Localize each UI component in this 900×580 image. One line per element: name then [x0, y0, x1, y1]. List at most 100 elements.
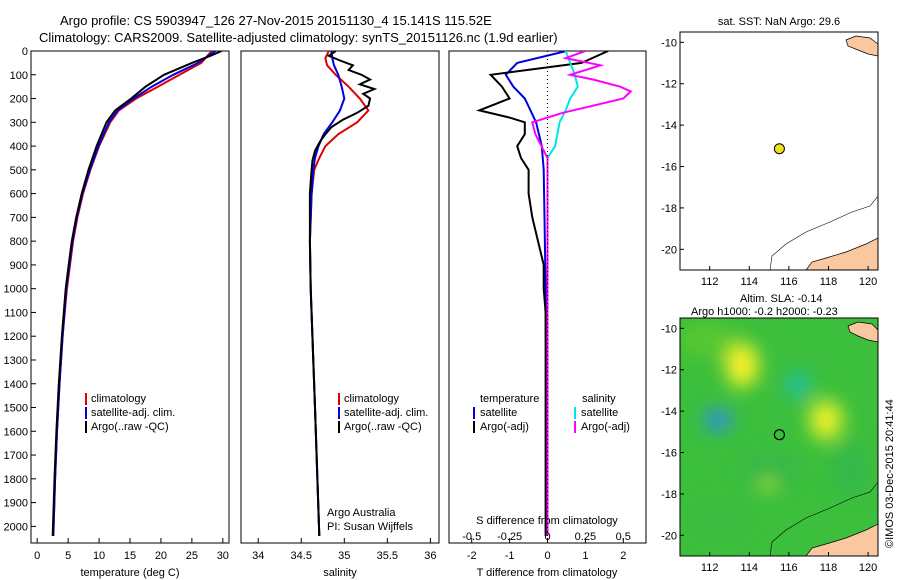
land-pilbara-sla [805, 523, 878, 556]
x-tick-label: 36 [424, 550, 436, 562]
difference-x-axis-label: T difference from climatology [477, 567, 618, 579]
argo-float-position-sst [773, 143, 785, 155]
y-tick-label: 500 [10, 165, 28, 177]
y-tick-label: 1100 [4, 307, 28, 319]
y-tick-label: 400 [10, 141, 28, 153]
sst-map: sat. SST: NaN Argo: 29.6 [679, 16, 879, 271]
difference-legend-temperature-satellite: satellite [480, 407, 517, 419]
imos-credit: ©IMOS 03-Dec-2015 20:41:44 [884, 399, 896, 548]
figure-title-line-2: Climatology: CARS2009. Satellite-adjuste… [39, 30, 558, 45]
temperature-legend-climatology: climatology [91, 393, 147, 405]
y-tick-label: 1500 [4, 403, 28, 415]
salinity-annotation-line-2: PI: Susan Wijffels [327, 521, 413, 533]
x-tick-label: -1 [505, 550, 515, 562]
map-x-tick-label: 118 [820, 276, 838, 288]
map-y-tick-label: -16 [661, 448, 677, 460]
s-tick-label: 0 [544, 531, 550, 543]
difference-legend: temperature satellite Argo(-adj) salinit… [473, 393, 630, 433]
map-x-tick-label: 120 [859, 276, 877, 288]
y-tick-label: 300 [10, 117, 28, 129]
s-tick-label: -0.25 [497, 531, 522, 543]
x-tick-label: 25 [186, 550, 198, 562]
land-kimberley-sla [847, 321, 878, 343]
x-tick-label: 10 [93, 550, 105, 562]
map-y-tick-label: -14 [661, 406, 677, 418]
sst-map-title: sat. SST: NaN Argo: 29.6 [718, 16, 840, 28]
series-line-satellite-adj-clim [308, 51, 346, 536]
temperature-x-axis-label: temperature (deg C) [80, 567, 179, 579]
salinity-plot-frame [240, 50, 440, 544]
map-y-tick-label: -12 [661, 365, 677, 377]
map-y-tick-label: -20 [661, 530, 677, 542]
x-tick-label: 35.5 [377, 550, 398, 562]
series-line-climatology [52, 51, 213, 536]
s-tick-label: -0.5 [462, 531, 481, 543]
series-line-temperature-satellite [504, 51, 567, 536]
temperature-chart: 0 5 10 15 20 25 300100200300400500600700800900… [4, 46, 229, 562]
x-tick-label: 0 [34, 550, 40, 562]
x-tick-label: 15 [124, 550, 136, 562]
y-tick-label: 1700 [4, 450, 28, 462]
shelf-contour [769, 195, 878, 270]
salinity-legend-climatology: climatology [344, 393, 400, 405]
map-x-tick-label: 112 [701, 562, 719, 574]
y-tick-label: 1300 [4, 355, 28, 367]
x-tick-label: -2 [467, 550, 477, 562]
sla-map-title-line-2: Argo h1000: -0.2 h2000: -0.23 [691, 306, 838, 318]
y-tick-label: 200 [10, 94, 28, 106]
x-tick-label: 34.5 [291, 550, 312, 562]
y-tick-label: 2000 [4, 521, 28, 533]
map-y-tick-label: -12 [661, 79, 677, 91]
difference-legend-salinity-argo: Argo(-adj) [581, 421, 630, 433]
sla-map: Altim. SLA: -0.14 Argo h1000: -0.2 h2000… [679, 293, 879, 557]
salinity-chart: 34 34.5 35 35.5 36 [252, 51, 437, 562]
land-pilbara [805, 237, 878, 270]
sla-heatmap [680, 318, 878, 556]
sla-map-title-line-1: Altim. SLA: -0.14 [740, 293, 823, 305]
y-tick-label: 0 [22, 46, 28, 58]
y-tick-label: 600 [10, 189, 28, 201]
y-tick-label: 100 [10, 70, 28, 82]
y-tick-label: 800 [10, 236, 28, 248]
x-tick-label: 1 [582, 550, 588, 562]
x-tick-label: 35 [338, 550, 350, 562]
map-y-tick-label: -18 [661, 489, 677, 501]
y-tick-label: 1600 [4, 426, 28, 438]
map-y-tick-label: -10 [661, 323, 677, 335]
y-tick-label: 1400 [4, 379, 28, 391]
map-x-tick-label: 120 [859, 562, 877, 574]
salinity-legend-satellite: satellite-adj. clim. [344, 407, 428, 419]
argo-float-position-sla [773, 429, 786, 441]
temperature-plot-frame [30, 50, 230, 544]
x-tick-label: 30 [217, 550, 229, 562]
y-tick-label: 900 [10, 260, 28, 272]
difference-legend-temperature-title: temperature [480, 393, 539, 405]
salinity-legend-argo: Argo(..raw -QC) [344, 421, 422, 433]
series-line-temperature-argo-adj [475, 51, 609, 536]
map-x-tick-label: 114 [741, 276, 759, 288]
map-y-tick-label: -16 [661, 162, 677, 174]
map-y-tick-label: -18 [661, 203, 677, 215]
map-x-tick-label: 118 [820, 562, 838, 574]
difference-legend-temperature-argo: Argo(-adj) [480, 421, 529, 433]
land-kimberley [845, 35, 878, 57]
series-line-climatology [308, 51, 370, 536]
map-y-tick-label: -10 [661, 37, 677, 49]
series-line-salinity-satellite [546, 51, 579, 536]
y-tick-label: 1800 [4, 474, 28, 486]
series-line-argo-raw-qc [51, 51, 222, 536]
x-tick-label: 0 [544, 550, 550, 562]
s-difference-axis-label: S difference from climatology [476, 515, 618, 527]
map-y-tick-label: -20 [661, 244, 677, 256]
map-ticks: 112 114 116 118 120 -10 -12 -14 -16 -18 -20 112 114 1… [661, 37, 877, 574]
map-x-tick-label: 116 [780, 276, 798, 288]
temperature-legend-argo: Argo(..raw -QC) [91, 421, 169, 433]
x-tick-label: 20 [155, 550, 167, 562]
series-line-argo-raw-qc [308, 51, 378, 536]
difference-legend-salinity-title: salinity [582, 393, 616, 405]
salinity-x-axis-label: salinity [323, 567, 357, 579]
y-tick-label: 1900 [4, 498, 28, 510]
salinity-legend: climatology satellite-adj. clim. Argo(..… [327, 393, 428, 533]
y-tick-label: 1000 [4, 284, 28, 296]
